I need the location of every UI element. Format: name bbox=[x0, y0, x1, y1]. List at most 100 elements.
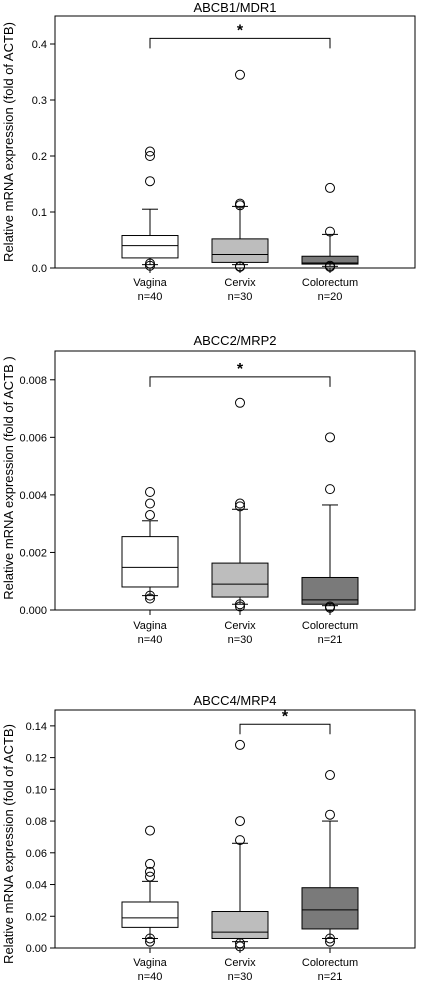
box-iqr bbox=[211, 911, 269, 939]
outlier-point bbox=[235, 938, 245, 949]
plot-frame bbox=[54, 709, 416, 949]
outlier-point bbox=[145, 936, 155, 947]
category-label: Cervix bbox=[224, 957, 256, 969]
outlier-point bbox=[235, 835, 245, 846]
outlier-point bbox=[235, 816, 245, 827]
y-tick-label: 0.12 bbox=[26, 753, 47, 765]
outlier-point bbox=[145, 260, 155, 271]
outlier-point bbox=[145, 151, 155, 161]
outlier-point bbox=[145, 825, 155, 836]
outlier-point bbox=[145, 933, 155, 944]
significance-marker: * bbox=[237, 361, 244, 378]
box-iqr bbox=[301, 255, 359, 265]
y-tick-label: 0.3 bbox=[32, 95, 47, 107]
category-label: Vagina bbox=[133, 957, 167, 969]
y-tick-label: 0.2 bbox=[32, 151, 47, 163]
outlier-point bbox=[325, 226, 335, 237]
sample-size-label: n=30 bbox=[228, 971, 253, 983]
outlier-point bbox=[325, 260, 335, 271]
outlier-point bbox=[145, 498, 155, 509]
outlier-point bbox=[145, 590, 155, 601]
category-label: Cervix bbox=[224, 277, 256, 289]
category-label: Vagina bbox=[133, 620, 167, 632]
outlier-point bbox=[235, 261, 245, 272]
outlier-point bbox=[235, 599, 245, 610]
y-tick-label: 0.1 bbox=[32, 207, 47, 219]
category-label: Cervix bbox=[224, 620, 256, 632]
outlier-point bbox=[235, 498, 245, 509]
outlier-point bbox=[145, 146, 155, 157]
outlier-point bbox=[325, 484, 335, 495]
sample-size-label: n=30 bbox=[228, 291, 253, 303]
plot-frame bbox=[54, 15, 416, 269]
significance-marker: * bbox=[282, 708, 289, 725]
outlier-point bbox=[235, 397, 245, 408]
y-tick-label: 0.00 bbox=[26, 943, 47, 955]
sample-size-label: n=40 bbox=[138, 634, 163, 646]
sample-size-label: n=40 bbox=[138, 291, 163, 303]
chart-title: ABCB1/MDR1 bbox=[193, 0, 276, 15]
box-iqr bbox=[121, 901, 179, 928]
significance-marker: * bbox=[237, 22, 244, 39]
box-iqr bbox=[211, 562, 269, 598]
chart-title: ABCC4/MRP4 bbox=[193, 693, 276, 708]
outlier-point bbox=[325, 182, 335, 193]
outlier-point bbox=[145, 866, 155, 877]
outlier-point bbox=[145, 487, 155, 498]
outlier-point bbox=[145, 871, 155, 882]
category-label: Colorectum bbox=[302, 957, 358, 969]
y-tick-label: 0.14 bbox=[26, 721, 47, 733]
category-label: Colorectum bbox=[302, 620, 358, 632]
box-iqr bbox=[121, 235, 179, 259]
y-tick-label: 0.008 bbox=[19, 375, 47, 387]
outlier-point bbox=[325, 601, 335, 612]
significance-bracket bbox=[239, 723, 331, 735]
y-tick-label: 0.10 bbox=[26, 784, 47, 796]
y-tick-label: 0.06 bbox=[26, 848, 47, 860]
category-label: Vagina bbox=[133, 277, 167, 289]
y-tick-label: 0.000 bbox=[19, 605, 47, 617]
y-tick-label: 0.002 bbox=[19, 547, 47, 559]
outlier-point bbox=[145, 258, 155, 269]
significance-bracket bbox=[149, 376, 331, 387]
sample-size-label: n=30 bbox=[228, 634, 253, 646]
outlier-point bbox=[145, 858, 155, 869]
outlier-point bbox=[325, 936, 335, 947]
plot-frame bbox=[54, 350, 416, 611]
y-tick-label: 0.02 bbox=[26, 911, 47, 923]
sample-size-label: n=20 bbox=[318, 291, 343, 303]
y-tick-label: 0.08 bbox=[26, 816, 47, 828]
y-tick-label: 0.04 bbox=[26, 880, 47, 892]
outlier-point bbox=[325, 432, 335, 443]
y-tick-label: 0.004 bbox=[19, 490, 47, 502]
outlier-point bbox=[145, 176, 155, 187]
box-iqr bbox=[301, 887, 359, 930]
box-iqr bbox=[211, 238, 269, 263]
sample-size-label: n=40 bbox=[138, 971, 163, 983]
y-tick-label: 0.4 bbox=[32, 39, 47, 51]
outlier-point bbox=[235, 601, 245, 612]
y-axis-label: Relative mRNA expression (fold of ACTB) bbox=[1, 724, 16, 964]
outlier-point bbox=[145, 593, 155, 604]
outlier-point bbox=[145, 510, 155, 521]
y-tick-label: 0.0 bbox=[32, 263, 47, 275]
outlier-point bbox=[235, 941, 245, 952]
sample-size-label: n=21 bbox=[318, 971, 343, 983]
outlier-point bbox=[235, 739, 245, 750]
outlier-point bbox=[235, 198, 245, 209]
outlier-point bbox=[235, 69, 245, 80]
outlier-point bbox=[235, 501, 245, 512]
box-iqr bbox=[121, 536, 179, 588]
y-axis-label: Relative mRNA expression (fold of ACTB ) bbox=[1, 356, 16, 599]
chart-title: ABCC2/MRP2 bbox=[193, 333, 276, 348]
category-label: Colorectum bbox=[302, 277, 358, 289]
outlier-point bbox=[325, 770, 335, 781]
significance-bracket bbox=[149, 37, 331, 49]
y-axis-label: Relative mRNA expression (fold of ACTB) bbox=[1, 22, 16, 262]
outlier-point bbox=[325, 809, 335, 820]
y-tick-label: 0.006 bbox=[19, 432, 47, 444]
outlier-point bbox=[325, 933, 335, 944]
sample-size-label: n=21 bbox=[318, 634, 343, 646]
